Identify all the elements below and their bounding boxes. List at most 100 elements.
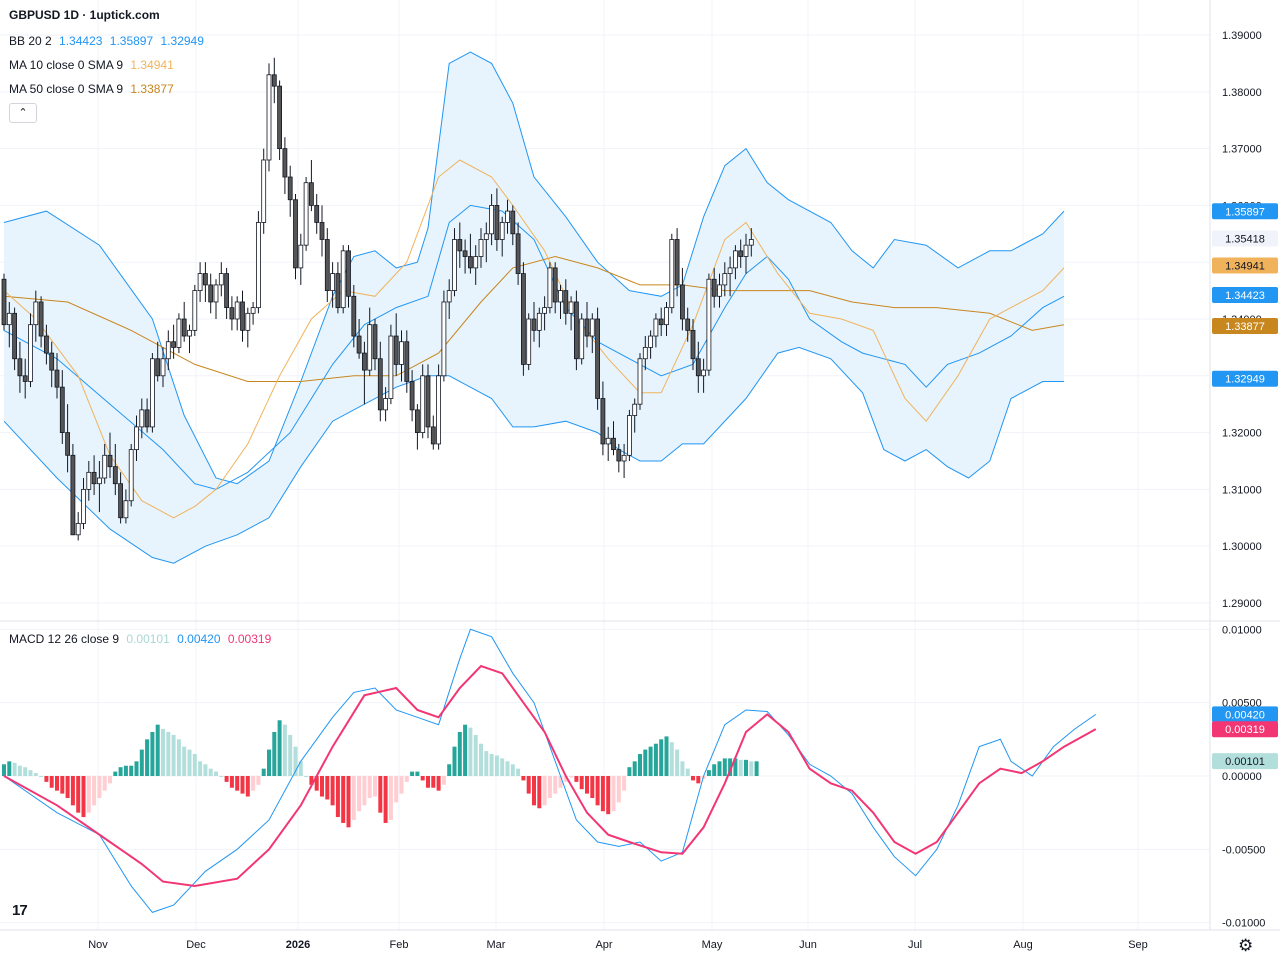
macd-histogram-bar bbox=[643, 749, 648, 776]
candle-body bbox=[748, 239, 754, 246]
macd-histogram-bar bbox=[547, 776, 552, 798]
candle-body bbox=[441, 301, 447, 377]
candle bbox=[361, 341, 367, 405]
candle-body bbox=[351, 295, 357, 337]
macd-histogram-bar bbox=[479, 743, 483, 776]
candle-body bbox=[314, 205, 320, 223]
candle-body bbox=[483, 233, 489, 240]
last-price-badge: 1.35418 bbox=[1212, 230, 1278, 247]
time-tick-label: 2026 bbox=[286, 939, 310, 951]
macd-hist-badge-bg bbox=[1212, 753, 1278, 770]
candle-body bbox=[303, 182, 309, 246]
candle-body bbox=[680, 284, 685, 320]
candle bbox=[436, 364, 442, 450]
candle-body bbox=[65, 432, 70, 456]
candle-body bbox=[489, 205, 495, 235]
macd-histogram-bar bbox=[39, 776, 44, 777]
candle bbox=[388, 324, 394, 405]
ma10-legend[interactable]: MA 10 close 0 SMA 9 1.34941 bbox=[9, 57, 178, 73]
macd-histogram-bar bbox=[585, 776, 589, 794]
macd-histogram-bar bbox=[431, 776, 436, 788]
macd-histogram-bar bbox=[410, 771, 415, 776]
candle-body bbox=[579, 318, 585, 360]
candle bbox=[722, 262, 728, 297]
macd-tick-label: 0.00000 bbox=[1222, 771, 1262, 783]
macd-histogram-bar bbox=[33, 773, 38, 776]
candle-body bbox=[547, 267, 553, 309]
candle bbox=[589, 313, 595, 354]
candle bbox=[81, 478, 86, 530]
candle bbox=[627, 409, 632, 461]
candle bbox=[648, 330, 653, 359]
candle bbox=[22, 358, 28, 399]
candle-body bbox=[97, 477, 102, 485]
bb-legend[interactable]: BB 20 2 1.34423 1.35897 1.32949 bbox=[9, 33, 208, 49]
candle bbox=[314, 194, 320, 234]
candle bbox=[377, 341, 383, 422]
candle-body bbox=[383, 398, 389, 411]
candle bbox=[6, 301, 12, 348]
macd-histogram-bar bbox=[346, 776, 351, 828]
macd-legend[interactable]: MACD 12 26 close 9 0.00101 0.00420 0.003… bbox=[9, 631, 275, 647]
candle-body bbox=[621, 454, 627, 462]
macd-histogram-bar bbox=[463, 724, 468, 776]
candle bbox=[600, 381, 606, 456]
candle bbox=[738, 239, 744, 268]
candle bbox=[155, 341, 161, 382]
macd-histogram-bar bbox=[537, 776, 542, 809]
candle-body bbox=[738, 250, 744, 257]
candle-body bbox=[197, 273, 203, 292]
macd-histogram-bar bbox=[373, 776, 377, 797]
candle bbox=[701, 358, 706, 393]
candle bbox=[717, 273, 722, 308]
candle bbox=[420, 364, 426, 439]
candle bbox=[733, 245, 738, 280]
candle bbox=[706, 273, 712, 376]
candle bbox=[483, 222, 489, 263]
candle bbox=[605, 426, 611, 461]
candle-body bbox=[743, 244, 749, 257]
tradingview-logo-icon[interactable]: 17 bbox=[12, 902, 28, 919]
candle-body bbox=[711, 278, 717, 297]
candle-body bbox=[616, 449, 622, 462]
last-price-badge-text: 1.35418 bbox=[1225, 233, 1265, 245]
time-tick-label: Jun bbox=[799, 939, 817, 951]
candle-body bbox=[727, 267, 733, 274]
candle-body bbox=[245, 312, 251, 331]
macd-histogram-bar bbox=[320, 776, 324, 797]
candle-body bbox=[701, 369, 706, 377]
macd-histogram-bar bbox=[293, 746, 298, 776]
candle-body bbox=[75, 523, 81, 536]
candle-body bbox=[685, 318, 691, 331]
candle bbox=[86, 460, 92, 501]
candle bbox=[319, 205, 325, 257]
macd-histogram-bar bbox=[203, 764, 208, 776]
candle bbox=[277, 80, 283, 160]
candle bbox=[330, 262, 336, 308]
candle-body bbox=[229, 307, 235, 320]
macd-histogram-bar bbox=[606, 776, 611, 815]
macd-histogram-bar bbox=[192, 754, 197, 776]
macd-histogram-bar bbox=[669, 742, 674, 776]
ma50-legend[interactable]: MA 50 close 0 SMA 9 1.33877 bbox=[9, 81, 178, 97]
collapse-legend-button[interactable]: ⌃ bbox=[9, 103, 37, 123]
macd-tick-label: 0.01000 bbox=[1222, 624, 1262, 636]
macd-histogram-bar bbox=[176, 739, 181, 776]
candle-body bbox=[473, 256, 479, 269]
candle bbox=[171, 324, 177, 359]
candle bbox=[457, 222, 463, 268]
candle-body bbox=[171, 341, 177, 348]
candle bbox=[489, 194, 495, 246]
macd-histogram-bar bbox=[553, 776, 558, 794]
candle bbox=[33, 290, 39, 342]
price-tick-label: 1.31000 bbox=[1222, 484, 1262, 496]
macd-histogram-bar bbox=[81, 776, 86, 818]
macd-histogram-bar bbox=[627, 767, 632, 776]
macd-histogram-bar bbox=[55, 776, 59, 791]
candle bbox=[49, 341, 55, 388]
candle-body bbox=[298, 244, 304, 269]
gear-icon[interactable]: ⚙ bbox=[1238, 936, 1254, 955]
candle-body bbox=[208, 284, 214, 303]
candle bbox=[404, 330, 410, 393]
